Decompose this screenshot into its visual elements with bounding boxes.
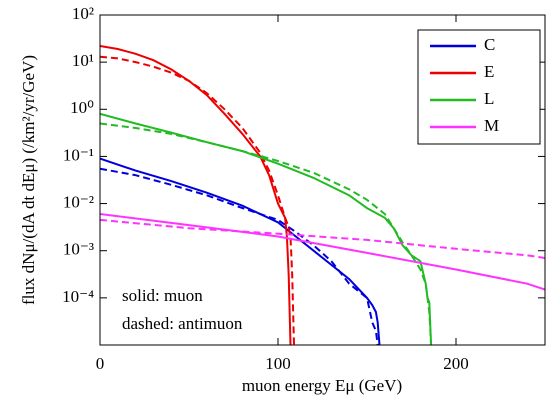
y-tick-label: 10⁻³ [63,240,94,259]
annotation: dashed: antimuon [122,314,243,333]
line-solid [100,112,433,345]
y-tick-label: 10² [72,4,94,23]
x-tick-label: 100 [265,354,291,373]
line-dashed [100,122,433,345]
line-solid [100,213,545,291]
plot-lines [100,45,545,345]
x-tick-label: 0 [96,354,105,373]
x-axis-label: muon energy Eμ (GeV) [242,376,402,395]
annotation: solid: muon [122,286,203,305]
y-tick-label: 10⁻⁴ [62,287,94,306]
line-solid [100,45,292,345]
y-tick-label: 10¹ [72,51,94,70]
legend-label: E [484,62,494,81]
line-dashed [100,55,295,345]
line-dashed [100,167,379,345]
legend-label: M [484,116,499,135]
y-tick-label: 10⁻² [63,192,94,211]
legend-label: C [484,35,495,54]
plot-frame [99,14,546,346]
line-solid [100,157,381,345]
legend-label: L [484,89,494,108]
y-tick-label: 10⁰ [70,98,94,117]
x-tick-label: 200 [443,354,469,373]
y-tick-label: 10⁻¹ [63,145,94,164]
y-axis-label: flux dNμ/(dA dt dEμ) (/km²/yr/GeV) [19,55,38,305]
line-dashed [100,218,545,259]
legend-box [417,29,541,145]
